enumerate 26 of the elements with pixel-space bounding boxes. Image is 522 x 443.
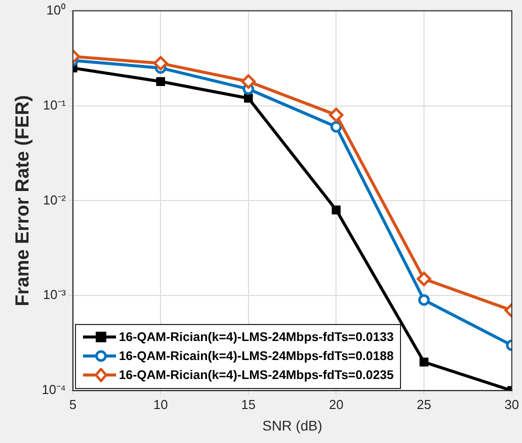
legend-label: 16-QAM-Rician(k=4)-LMS-24Mbps-fdTs=0.0133 bbox=[118, 328, 394, 346]
legend-label: 16-QAM-Rician(k=4)-LMS-24Mbps-fdTs=0.0235 bbox=[118, 366, 394, 384]
point bbox=[332, 205, 341, 214]
x-tick-label: 20 bbox=[328, 396, 344, 412]
point bbox=[416, 272, 432, 286]
point bbox=[420, 358, 428, 366]
point bbox=[156, 77, 166, 86]
point bbox=[244, 94, 253, 103]
y-tick-label: 10⁻⁴ bbox=[42, 382, 66, 398]
y-tick-label: 10⁰ bbox=[46, 2, 66, 18]
point bbox=[328, 108, 344, 122]
y-tick-label: 10⁻² bbox=[43, 192, 67, 208]
legend-label: 16-QAM-Ricain(k=4)-LMS-24Mbps-fdTs=0.0188 bbox=[118, 348, 394, 365]
x-tick-label: 5 bbox=[69, 396, 76, 412]
point bbox=[153, 56, 168, 71]
x-tick-label: 30 bbox=[504, 396, 520, 412]
x-tick-label: 25 bbox=[416, 396, 432, 412]
y-tick-label: 10⁻³ bbox=[43, 287, 67, 302]
x-tick-label: 10 bbox=[153, 396, 168, 412]
point bbox=[241, 74, 256, 89]
x-axis-title: SNR (dB) bbox=[262, 417, 322, 434]
point bbox=[418, 294, 430, 306]
y-axis-title: Frame Error Rate (FER) bbox=[12, 95, 34, 306]
x-tick-label: 15 bbox=[241, 396, 256, 412]
y-tick-label: 10⁻¹ bbox=[43, 97, 67, 112]
point bbox=[330, 121, 342, 133]
